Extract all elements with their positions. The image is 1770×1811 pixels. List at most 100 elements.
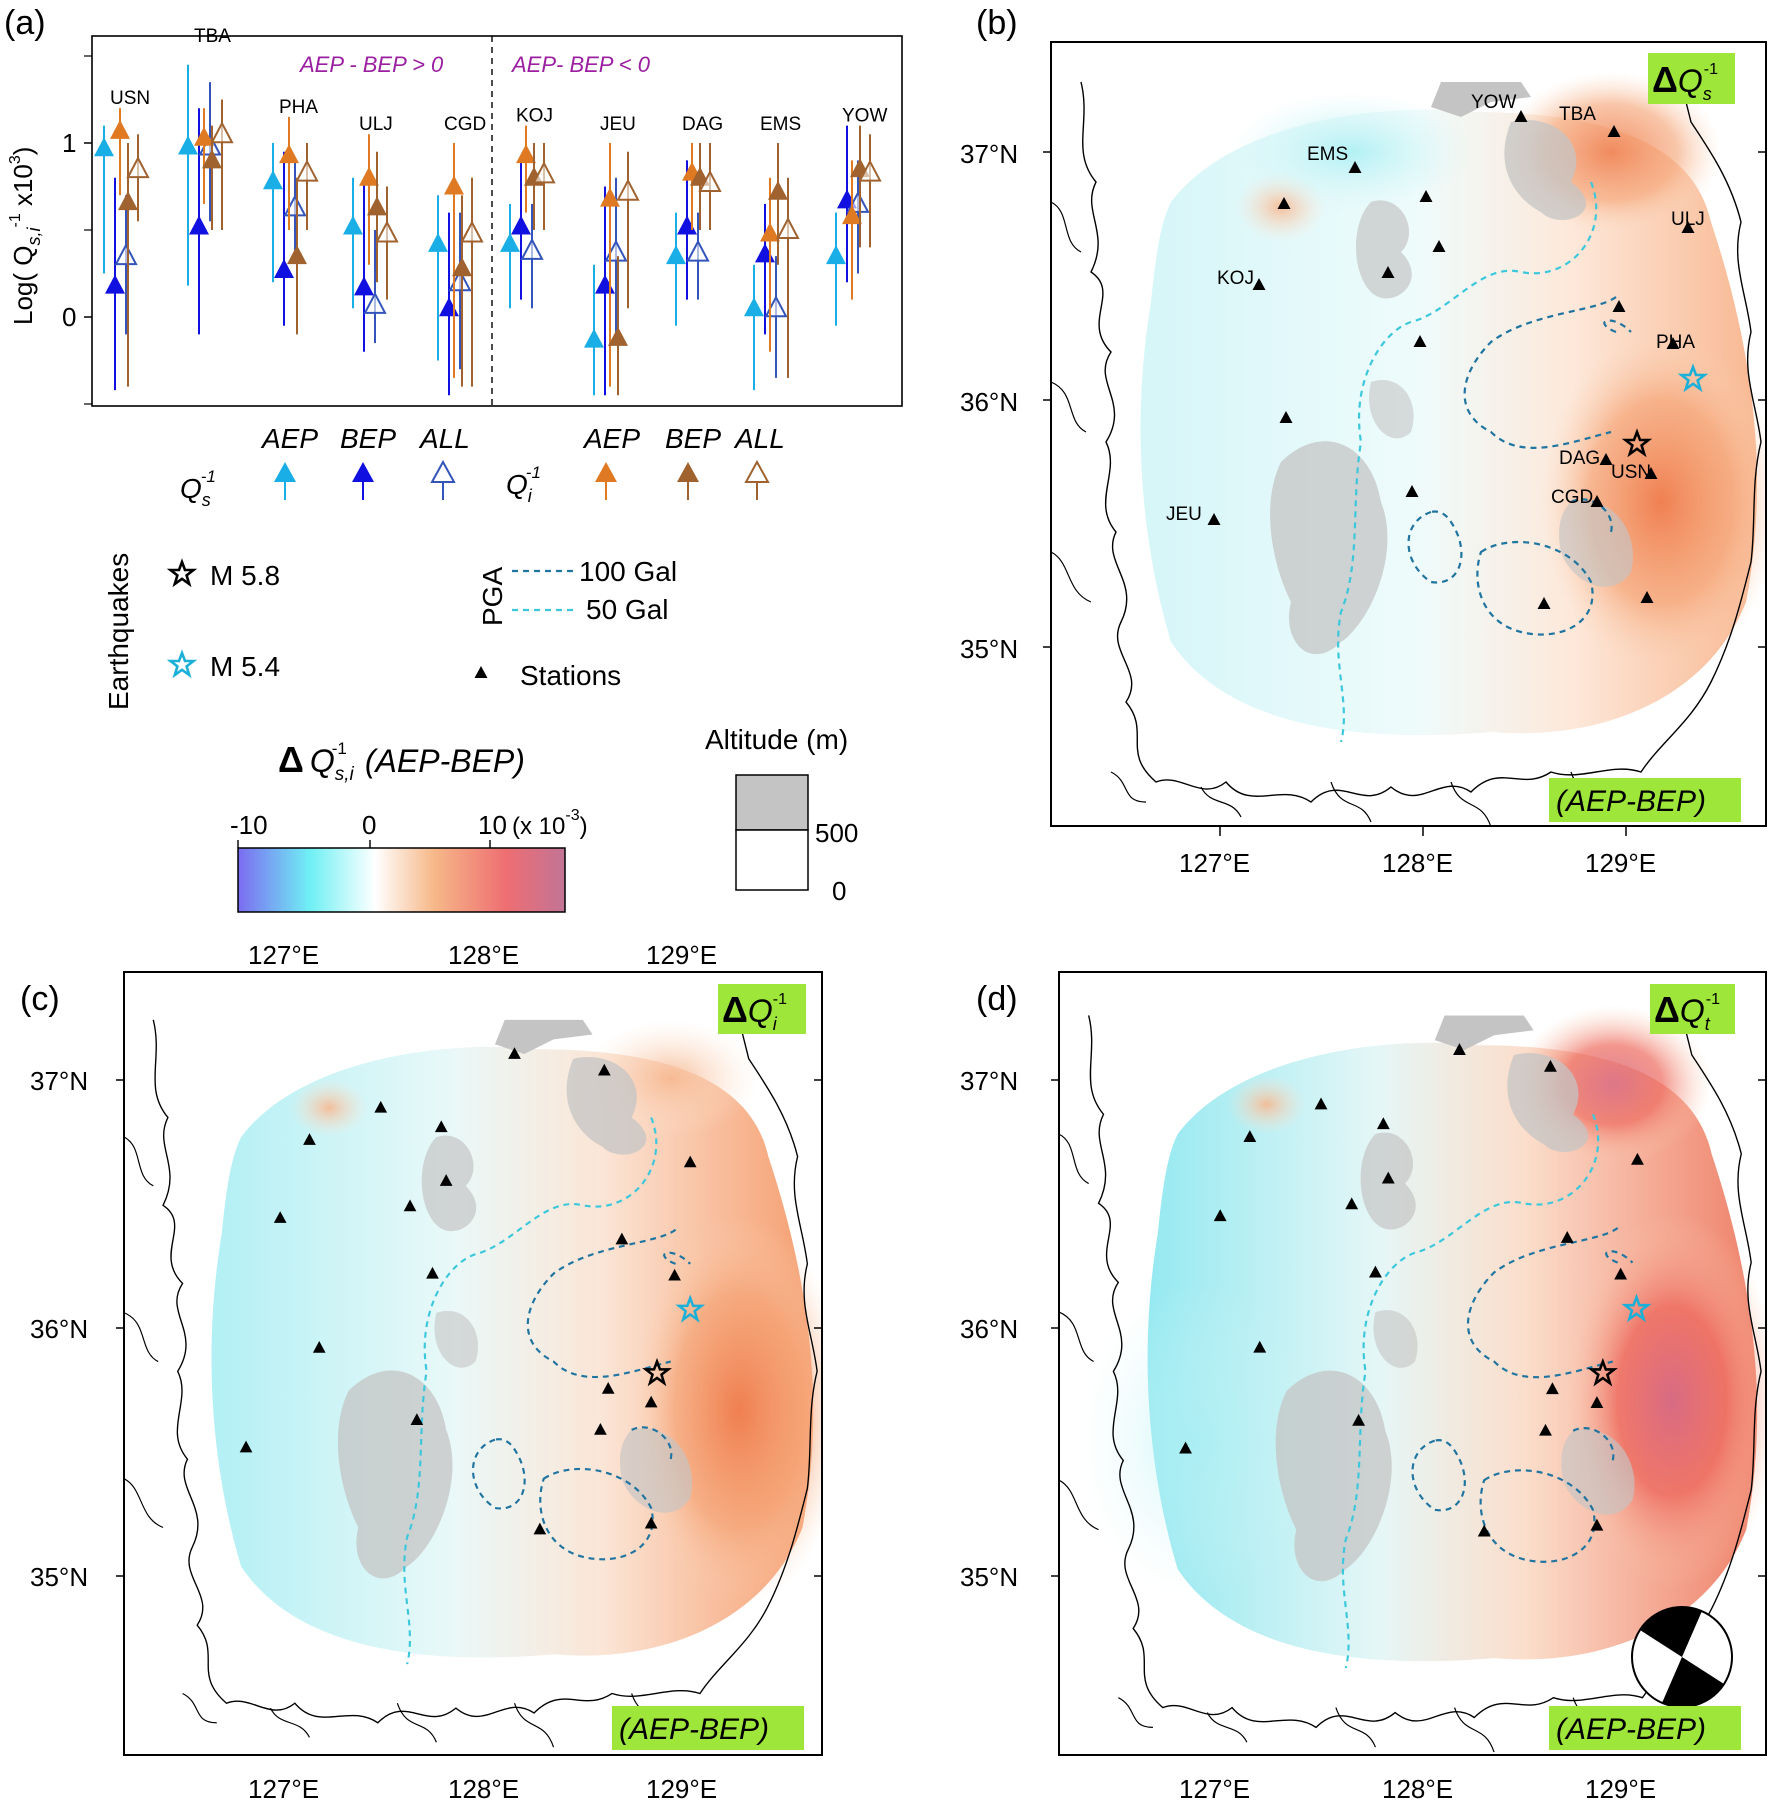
map-station-label-koj: KOJ [1217, 268, 1254, 289]
marker-qi-1-all-usn [126, 155, 150, 179]
marker-qs-1-all-koj [520, 237, 544, 260]
map-station-label-ems: EMS [1307, 144, 1348, 165]
station-label-ems: EMS [760, 114, 801, 135]
svg-text:36°N: 36°N [30, 1314, 88, 1344]
svg-text:ΔQt-1: ΔQt-1 [1654, 989, 1720, 1034]
marker-qs-1-bep-koj [511, 215, 531, 235]
map-b-diff-badge: (AEP-BEP) [1549, 778, 1741, 822]
marker-qi-1-bep-usn [118, 191, 138, 211]
marker-qi-1-aep-koj [516, 144, 536, 164]
map-b-axes: 37°N 36°N 35°N 127°E 128°E 129°E [960, 139, 1766, 878]
map-station-label-yow: YOW [1471, 92, 1516, 113]
marker-qi-1-all-yow [858, 159, 882, 182]
svg-text:129°E: 129°E [1585, 1774, 1656, 1804]
svg-text:ΔQs-1: ΔQs-1 [1652, 59, 1718, 104]
station-label-ulj: ULJ [359, 114, 393, 135]
stations-label: Stations [520, 660, 621, 691]
ytick-0: 0 [62, 302, 76, 332]
map-c-axes: 37°N 36°N 35°N 127°E 128°E 129°E 127°E 1… [30, 940, 822, 1804]
svg-text:128°E: 128°E [448, 1774, 519, 1804]
marker-qi-1-aep-yow [842, 205, 862, 225]
map-station-label-ulj: ULJ [1671, 209, 1705, 230]
svg-text:127°E: 127°E [1179, 848, 1250, 878]
svg-text:128°E: 128°E [1382, 848, 1453, 878]
marker-qs-1-bep-ems [755, 243, 775, 263]
station-label-pha: PHA [279, 97, 318, 118]
svg-text:129°E: 129°E [646, 1774, 717, 1804]
marker-qs-1-all-dag [686, 239, 710, 262]
svg-text:(AEP-BEP): (AEP-BEP) [1556, 785, 1706, 818]
marker-qi-1-aep-ulj [359, 166, 379, 186]
cb-tick-0: 0 [362, 810, 376, 840]
legend-qs-aep-marker [274, 462, 296, 482]
map-station-label-jeu: JEU [1166, 504, 1202, 525]
marker-qs-1-all-ulj [363, 291, 387, 314]
region-left-label: AEP - BEP > 0 [298, 52, 444, 77]
svg-text:129°E: 129°E [1585, 848, 1656, 878]
marker-qi-1-all-ems [776, 216, 800, 239]
map-station-label-cgd: CGD [1551, 487, 1593, 508]
legend-col-all-s: ALL [418, 423, 470, 454]
marker-qs-1-aep-dag [666, 245, 686, 265]
legend-qi-bep-marker [677, 462, 699, 482]
svg-text:127°E: 127°E [248, 940, 319, 970]
cb-unit: (x 10-3) [512, 807, 588, 840]
earthquakes-title: Earthquakes [103, 553, 134, 710]
station-label-jeu: JEU [600, 114, 636, 135]
marker-qs-1-bep-jeu [595, 274, 615, 294]
station-label-koj: KOJ [516, 106, 553, 127]
map-c [123, 971, 823, 1756]
svg-text:(AEP-BEP): (AEP-BEP) [1556, 1713, 1706, 1746]
focal-mechanism-beachball [1631, 1606, 1733, 1708]
marker-qi-1-all-dag [698, 169, 722, 193]
station-label-dag: DAG [682, 114, 723, 135]
marker-qs-1-aep-tba [178, 135, 198, 155]
legend-col-aep-i: AEP [582, 423, 640, 454]
marker-qs-1-bep-pha [274, 259, 294, 279]
marker-qi-1-aep-pha [279, 144, 299, 164]
panel-b-letter: (b) [976, 4, 1018, 42]
marker-qs-1-aep-pha [263, 170, 283, 190]
station-label-cgd: CGD [444, 114, 486, 135]
svg-text:129°E: 129°E [646, 940, 717, 970]
svg-text:127°E: 127°E [248, 1774, 319, 1804]
eq-m58-star [169, 560, 195, 586]
marker-qi-1-all-koj [532, 161, 556, 184]
map-b: YOW TBA EMS ULJ KOJ PHA DAG USN CGD JEU [1050, 41, 1767, 827]
panel-a-ylabel: Log( Qs,i-1 x103) [7, 147, 44, 325]
marker-qi-1-aep-cgd [444, 175, 464, 195]
marker-qs-1-aep-cgd [428, 232, 448, 252]
station-labels: USN TBA PHA ULJ CGD KOJ JEU DAG EMS YOW [110, 26, 887, 135]
legend-qs-bep-marker [352, 462, 374, 482]
cb-tick-neg10: -10 [230, 810, 268, 840]
marker-qi-1-all-pha [295, 159, 319, 182]
map-c-badge: ΔQi-1 [718, 984, 806, 1034]
altitude-low-box [735, 829, 809, 891]
marker-qs-1-aep-jeu [584, 328, 604, 348]
stations-marker [474, 666, 488, 678]
altitude-title: Altitude (m) [705, 724, 848, 755]
marker-qi-1-all-cgd [460, 220, 484, 243]
altitude-high-box [735, 774, 809, 831]
svg-text:(AEP-BEP): (AEP-BEP) [619, 1713, 769, 1746]
station-label-usn: USN [110, 88, 150, 109]
station-label-yow: YOW [842, 106, 887, 127]
svg-text:37°N: 37°N [960, 1066, 1018, 1096]
svg-text:37°N: 37°N [30, 1066, 88, 1096]
panel-a-axes [91, 35, 903, 407]
eq-m58-label: M 5.8 [210, 560, 280, 591]
map-d-diff-badge: (AEP-BEP) [1549, 1706, 1741, 1750]
pga-50-label: 50 Gal [586, 594, 669, 625]
map-d-badge: ΔQt-1 [1650, 984, 1735, 1034]
marker-qi-1-all-jeu [616, 178, 640, 201]
map-d-axes: 37°N 36°N 35°N 127°E 128°E 129°E [960, 1066, 1766, 1804]
legend-qi-label: Qi-1 [506, 463, 541, 506]
marker-qi-1-aep-jeu [600, 187, 620, 207]
svg-text:128°E: 128°E [1382, 1774, 1453, 1804]
map-station-label-pha: PHA [1656, 332, 1695, 353]
map-d [1058, 971, 1767, 1756]
marker-qi-1-bep-tba [202, 149, 222, 169]
marker-qs-1-aep-koj [500, 232, 520, 252]
legend-qi-all-marker [744, 459, 770, 483]
